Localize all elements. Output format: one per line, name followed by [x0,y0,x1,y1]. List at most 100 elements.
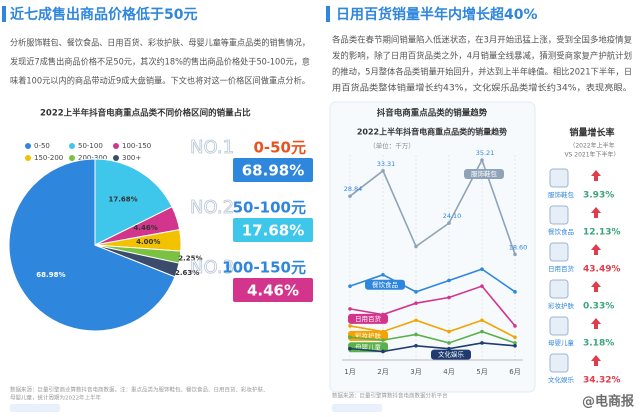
growth-icon [549,205,569,225]
data-label: 4.00% [136,238,160,246]
data-label: 24.10 [443,212,462,220]
source: 数据来源：巨量引擎商业算数抖音电商数据，注：重点品类为服饰鞋包、餐饮食品、日用百… [10,386,269,394]
series-tag [431,349,471,360]
legend-swatch [69,143,75,149]
growth-arrow [591,170,601,181]
title-bar [2,6,6,22]
growth-name: 母婴儿童 [548,338,575,347]
legend-swatch [113,143,119,149]
series-line [349,319,516,338]
legend-label: 300+ [122,154,141,162]
legend-label: 200-300 [78,154,107,162]
point [447,295,451,300]
rank-share: 17.68% [242,222,304,240]
paragraph-line: 各品类在春节期间销量陷入低迷状态，在3月开始迅猛上涨，受到全国多地疫情复 [332,35,632,46]
point [513,341,517,345]
point [414,332,418,337]
point [348,307,352,311]
point [447,221,451,225]
rank-range: 0-50元 [253,139,306,157]
pie-title: 2022上半年抖音电商重点品类不同价格区间的销量占比 [40,108,251,119]
data-label: 35.21 [476,149,495,157]
growth-arrow [591,355,601,366]
paragraph-line: 分析服饰鞋包、餐饮食品、日用百货、彩妆护肤、母婴儿童等重点品类的销售情况， [10,38,310,49]
paragraph-line: 味着100元以内的商品带动近9成大盘销量。下文也将对这一价格区间做重点分析。 [10,76,310,87]
pie-slice [94,158,173,246]
data-label: 18.60 [509,243,528,251]
point [414,318,418,323]
rank-share: 4.46% [247,282,299,300]
growth-name: 餐饮食品 [548,227,574,236]
growth-icon [549,168,569,188]
legend-label: 50-100 [78,142,103,150]
growth-rate: 3.18% [583,339,614,349]
growth-icon [549,279,569,299]
source: 母婴儿童，统计周期为2022年上半年 [10,394,101,402]
growth-arrow [591,244,601,255]
x-tick-label: 2月 [377,368,388,376]
point [381,349,385,354]
legend-label: 100-150 [122,142,151,150]
point [447,329,451,334]
data-label: 68.98% [36,271,65,279]
data-label: 28.84 [344,185,363,193]
legend-swatch [25,155,31,161]
point [480,158,484,162]
rank-no: NO.3 [190,257,234,278]
x-tick-label: 4月 [443,368,454,376]
point [513,324,517,328]
rank-no: NO.2 [190,197,234,218]
point [513,335,517,340]
point [447,278,451,283]
growth-title: 销量增长率 [569,127,614,139]
point [447,341,451,345]
growth-subtitle: （2022年上半年 [569,142,614,150]
growth-name: 服饰鞋包 [548,190,575,199]
data-label: 33.31 [377,160,396,168]
data-label: 2.25% [178,255,202,263]
growth-icon [549,242,569,262]
point [348,346,352,351]
paragraph-line: 发的影响，除了日用百货品类之外，4月销量全线暴减，猜测受商家复产护航计划 [332,51,632,62]
point [381,168,385,173]
legend-swatch [25,143,31,149]
point [513,290,517,294]
legend-label: 150-200 [34,154,63,162]
series-line [349,342,516,353]
pie-slice [94,244,180,278]
growth-rate: 3.93% [583,191,614,201]
data-label: 4.46% [133,224,157,232]
point [348,284,352,288]
point [480,318,484,323]
growth-icon [549,316,569,336]
rank-range: 50-100元 [233,199,306,217]
point [513,252,517,257]
legend-label: 彩妆护肤 [355,331,382,340]
series-tag [365,279,405,290]
growth-subtitle: VS 2021年下半年） [564,151,619,159]
growth-name: 日用百货 [548,264,575,273]
growth-name: 文化娱乐 [548,375,575,384]
paragraph-line: 用百货品类整体销量增长约43%，文化娱乐品类增长约34%，表现亮眼。 [332,83,632,94]
left-title: 近七成售出商品价格低于50元 [10,6,197,23]
point [381,272,385,277]
rank-box [233,278,313,302]
growth-icon [549,353,569,373]
legend-label: 母婴儿童 [355,342,382,351]
growth-rate: 43.49% [583,265,621,275]
growth-arrow [591,281,601,292]
growth-rate: 0.33% [583,302,614,312]
rank-no: NO.1 [190,137,234,158]
growth-arrow [591,207,601,218]
point [480,329,484,334]
point [414,343,418,348]
rank-box [233,218,313,242]
point [348,335,352,340]
series-line [349,285,516,327]
series-line [349,330,516,344]
right-title: 日用百货销量半年内增长超40% [336,6,538,23]
line-title: 2022上半年抖音电商重点品类的销量趋势 [357,127,507,137]
legend-label: 文化娱乐 [438,350,465,359]
point [447,346,451,351]
